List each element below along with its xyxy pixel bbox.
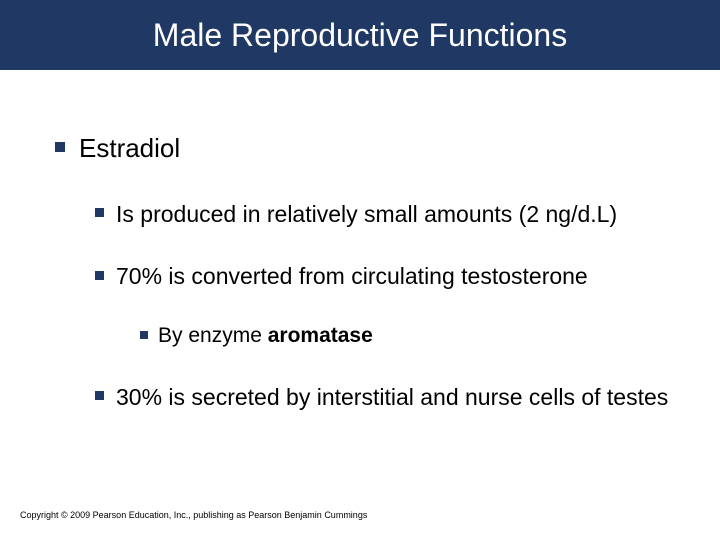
- bullet-text: 70% is converted from circulating testos…: [116, 258, 690, 295]
- bullet-item: 30% is secreted by interstitial and nurs…: [95, 379, 690, 416]
- bullet-text: 30% is secreted by interstitial and nurs…: [116, 379, 690, 416]
- bullet-square-icon: [95, 208, 104, 217]
- bullet-square-icon: [95, 391, 104, 400]
- slide-content: Estradiol Is produced in relatively small…: [0, 70, 720, 416]
- title-bar: Male Reproductive Functions: [0, 0, 720, 70]
- copyright-text: Copyright © 2009 Pearson Education, Inc.…: [20, 510, 367, 520]
- bullet-text: Estradiol: [79, 128, 690, 170]
- bullet-item: Estradiol: [55, 128, 690, 170]
- bullet-item: Is produced in relatively small amounts …: [95, 196, 690, 233]
- bullet-square-icon: [95, 271, 104, 280]
- bullet-square-icon: [55, 142, 65, 152]
- bullet-text: Is produced in relatively small amounts …: [116, 196, 690, 233]
- bullet-item: 70% is converted from circulating testos…: [95, 258, 690, 295]
- bullet-square-icon: [140, 331, 148, 339]
- slide-title: Male Reproductive Functions: [153, 17, 567, 53]
- copyright: Copyright © 2009 Pearson Education, Inc.…: [20, 510, 367, 520]
- bullet-text: By enzyme aromatase: [158, 319, 690, 353]
- bullet-item: By enzyme aromatase: [140, 319, 690, 353]
